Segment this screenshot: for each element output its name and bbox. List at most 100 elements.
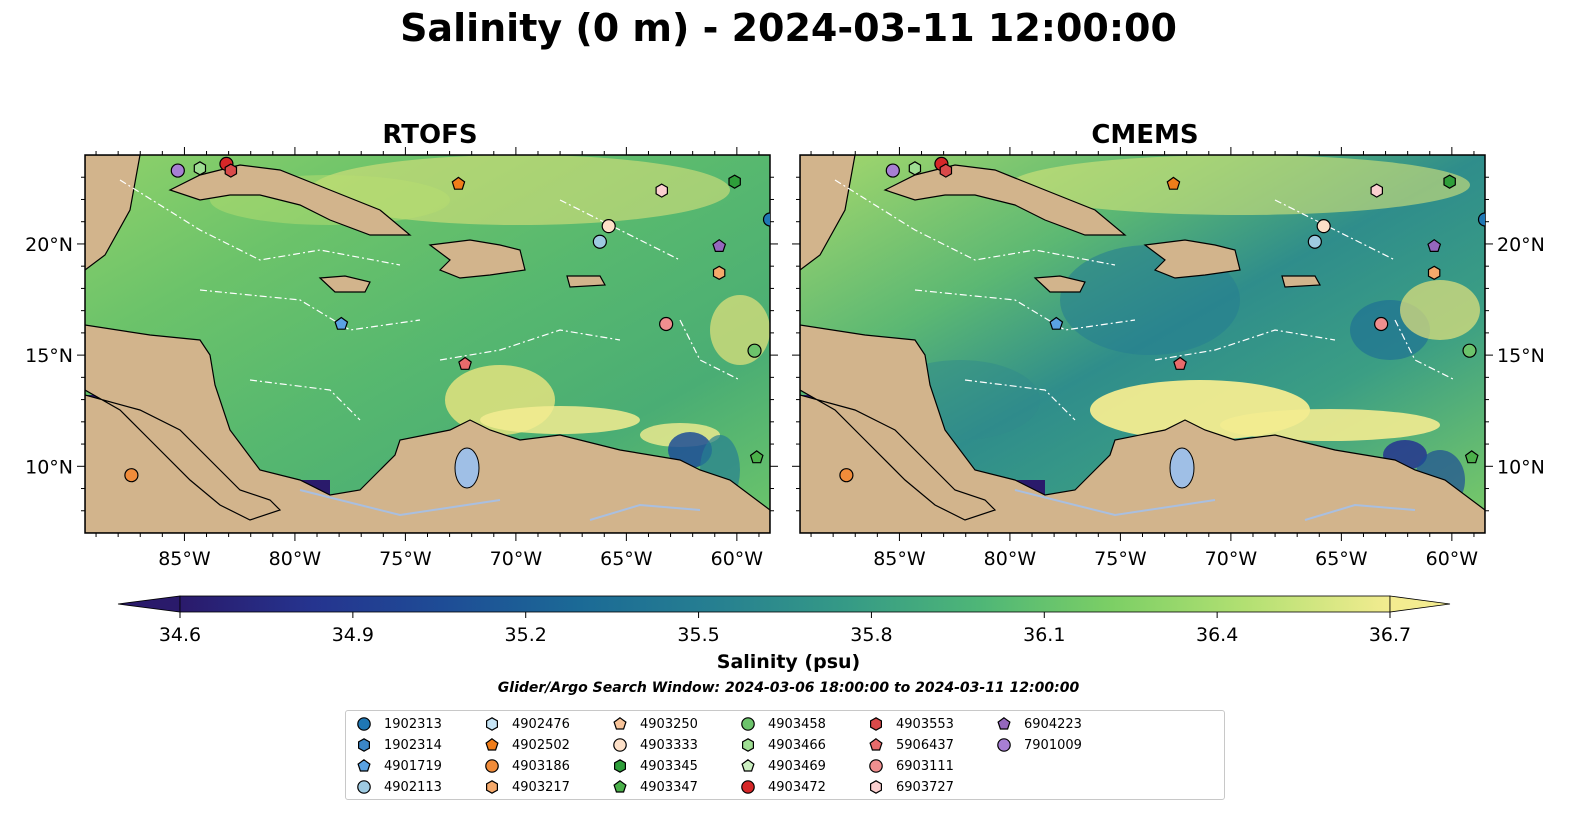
float-marker-4902113 (592, 234, 607, 249)
legend-item: 4902502 (484, 735, 570, 755)
legend-label: 4902476 (512, 716, 570, 732)
legend-item: 6903727 (868, 777, 954, 797)
map-panel-cmems (799, 154, 1486, 534)
float-marker-4903466 (908, 161, 922, 176)
float-marker-4903186 (124, 468, 139, 483)
legend-item: 4903347 (612, 777, 698, 797)
legend-label: 4903347 (640, 779, 698, 795)
colorbar-tick-label: 36.4 (1196, 624, 1238, 646)
float-legend: 1902313 1902314 4901719 4902113 4902476 49025… (345, 710, 1225, 800)
legend-label: 4901719 (384, 758, 442, 774)
legend-marker-hexagon-icon (741, 738, 754, 752)
legend-label: 1902313 (384, 716, 442, 732)
legend-marker-circle-icon (357, 717, 371, 731)
legend-item: 1902313 (356, 714, 442, 734)
float-marker-7901009 (170, 163, 185, 178)
legend-item: 4903250 (612, 714, 698, 734)
legend-label: 1902314 (384, 737, 442, 753)
panel-title-cmems: CMEMS (1091, 120, 1199, 150)
legend-marker-hexagon-icon (357, 738, 370, 752)
legend-marker-circle-icon (869, 759, 883, 773)
lon-tick-label: 85°W (158, 548, 211, 570)
legend-label: 4902113 (384, 779, 442, 795)
colorbar-label: Salinity (psu) (716, 651, 861, 673)
lat-tick-label: 10°N (25, 456, 73, 478)
colorbar-tick-label: 36.7 (1369, 624, 1411, 646)
legend-item: 4903186 (484, 756, 570, 776)
legend-item: 4903553 (868, 714, 954, 734)
legend-label: 4903466 (768, 737, 826, 753)
search-window-text: Glider/Argo Search Window: 2024-03-06 18… (497, 680, 1080, 696)
lon-tick-label: 70°W (1205, 548, 1258, 570)
legend-marker-pentagon-icon (357, 759, 371, 772)
legend-marker-circle-icon (997, 738, 1011, 752)
legend-label: 6904223 (1024, 716, 1082, 732)
float-marker-6904223 (712, 238, 727, 252)
lon-tick-label: 80°W (269, 548, 322, 570)
legend-marker-circle-icon (485, 759, 499, 773)
legend-marker-pentagon-icon (869, 738, 883, 751)
float-marker-4902502 (1166, 176, 1181, 190)
legend-marker-pentagon-icon (997, 717, 1011, 730)
puerto-rico-land (566, 275, 606, 288)
legend-item: 4903466 (740, 735, 826, 755)
legend-label: 4903553 (896, 716, 954, 732)
map-axes: 85°W 80°W 75°W 70°W 65°W 60°W 20°N 15°N 10°N 85°W… (25, 147, 1545, 570)
legend-marker-circle-icon (357, 780, 371, 794)
colorbar-scale (179, 595, 1391, 613)
legend-item: 6904223 (996, 714, 1082, 734)
legend-item: 4902113 (356, 777, 442, 797)
legend-label: 4903333 (640, 737, 698, 753)
legend-label: 4902502 (512, 737, 570, 753)
float-marker-4903466 (193, 161, 207, 176)
float-marker-4903217 (1427, 265, 1441, 280)
lon-tick-label: 60°W (1426, 548, 1479, 570)
legend-label: 4903250 (640, 716, 698, 732)
legend-marker-hexagon-icon (613, 759, 626, 773)
float-marker-5906437 (458, 356, 472, 370)
lon-tick-label: 85°W (873, 548, 926, 570)
float-marker-4903186 (839, 468, 854, 483)
colorbar-tick-label: 35.8 (850, 624, 892, 646)
legend-label: 4903186 (512, 758, 570, 774)
legend-item: 4903469 (740, 756, 826, 776)
legend-label: 4903472 (768, 779, 826, 795)
legend-item: 4903472 (740, 777, 826, 797)
lon-tick-label: 75°W (379, 548, 432, 570)
float-marker-6903111 (659, 316, 674, 332)
float-marker-6903727 (655, 183, 669, 198)
colorbar-tick-label: 35.5 (677, 624, 719, 646)
float-marker-4903333 (601, 219, 616, 234)
hispaniola-land (428, 239, 526, 279)
float-marker-4903553 (224, 163, 238, 178)
figure-title: Salinity (0 m) - 2024-03-11 12:00:00 (400, 6, 1177, 50)
float-marker-4903345 (1443, 174, 1456, 189)
legend-marker-pentagon-icon (613, 780, 627, 793)
lat-tick-label: 15°N (1497, 345, 1545, 367)
colorbar-max-extension (1389, 595, 1451, 613)
float-marker-6904223 (1427, 238, 1442, 252)
legend-marker-pentagon-icon (613, 717, 627, 730)
legend-label: 4903345 (640, 758, 698, 774)
legend-marker-hexagon-icon (485, 717, 498, 731)
colorbar-tick-label: 34.6 (159, 624, 201, 646)
lon-tick-label: 70°W (490, 548, 543, 570)
central-south-america-land (85, 324, 770, 533)
float-marker-4901719 (1049, 316, 1064, 330)
float-marker-4903217 (712, 265, 726, 280)
float-marker-1902313 (1477, 212, 1485, 227)
eez-boundaries (119, 179, 741, 421)
float-marker-6903111 (1374, 316, 1389, 332)
colorbar: 34.6 34.9 35.2 35.5 35.8 36.1 36.4 36.7 (117, 595, 1451, 646)
colorbar-tick-label: 34.9 (332, 624, 374, 646)
lon-tick-label: 65°W (1315, 548, 1368, 570)
legend-marker-pentagon-icon (485, 738, 499, 751)
float-marker-1902313 (762, 212, 770, 227)
legend-label: 4903469 (768, 758, 826, 774)
cuba-land (168, 164, 412, 236)
legend-label: 7901009 (1024, 737, 1082, 753)
map-panel-rtofs (84, 154, 771, 534)
lat-tick-label: 20°N (1497, 234, 1545, 256)
legend-item: 6903111 (868, 756, 954, 776)
